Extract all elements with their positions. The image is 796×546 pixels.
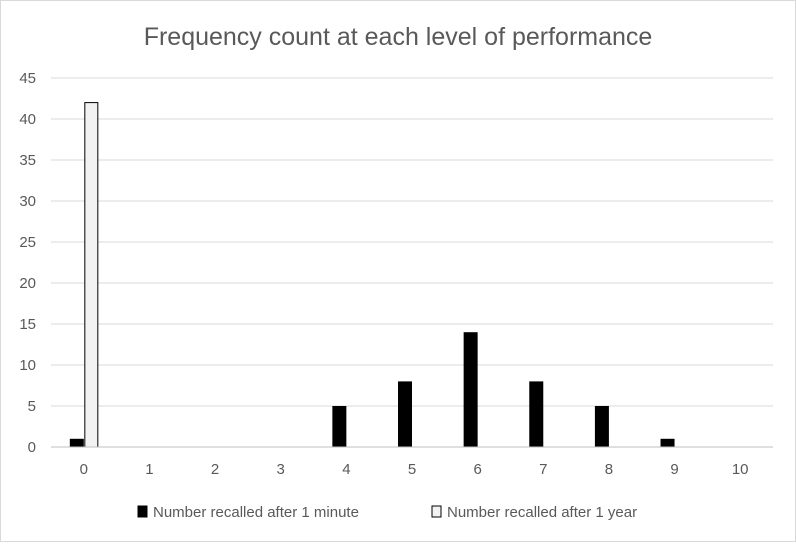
y-tick-label-45: 45	[19, 70, 36, 87]
bar-1-minute-4	[332, 406, 347, 447]
y-tick-label-20: 20	[19, 275, 36, 292]
y-tick-label-0: 0	[28, 439, 36, 456]
x-tick-label-5: 5	[408, 461, 416, 478]
legend-label-1-year: Number recalled after 1 year	[447, 504, 637, 521]
chart-title: Frequency count at each level of perform…	[144, 23, 653, 51]
bar-1-minute-6	[463, 332, 478, 447]
x-tick-label-9: 9	[670, 461, 678, 478]
bars	[69, 102, 675, 448]
y-tick-label-30: 30	[19, 193, 36, 210]
x-tick-label-2: 2	[211, 461, 219, 478]
bar-1-minute-5	[398, 381, 412, 447]
y-tick-label-10: 10	[19, 357, 36, 374]
x-tick-label-8: 8	[605, 461, 613, 478]
bar-1-year-0	[84, 102, 99, 448]
legend: Number recalled after 1 minute Number re…	[137, 504, 637, 521]
x-tick-label-4: 4	[342, 461, 350, 478]
bar-1-minute-8	[594, 406, 609, 447]
x-tick-label-7: 7	[539, 461, 547, 478]
y-tick-label-35: 35	[19, 152, 36, 169]
bar-1-minute-0	[69, 438, 84, 447]
x-tick-label-1: 1	[145, 461, 153, 478]
x-axis-ticks: 0 1 2 3 4 5 6 7 8 9 10	[80, 461, 749, 478]
y-axis-ticks: 0 5 10 15 20 25 30 35 40 45	[19, 70, 36, 456]
legend-swatch-1-year	[431, 505, 442, 518]
gridlines	[51, 77, 773, 407]
legend-swatch-1-minute	[137, 505, 148, 518]
x-tick-label-3: 3	[277, 461, 285, 478]
x-tick-label-6: 6	[473, 461, 481, 478]
x-tick-label-0: 0	[80, 461, 88, 478]
bar-1-minute-9	[660, 438, 675, 447]
bar-1-minute-7	[529, 381, 544, 447]
x-tick-label-10: 10	[732, 461, 749, 478]
y-tick-label-25: 25	[19, 234, 36, 251]
y-tick-label-40: 40	[19, 111, 36, 128]
y-tick-label-5: 5	[28, 398, 36, 415]
y-tick-label-15: 15	[19, 316, 36, 333]
legend-label-1-minute: Number recalled after 1 minute	[153, 504, 359, 521]
